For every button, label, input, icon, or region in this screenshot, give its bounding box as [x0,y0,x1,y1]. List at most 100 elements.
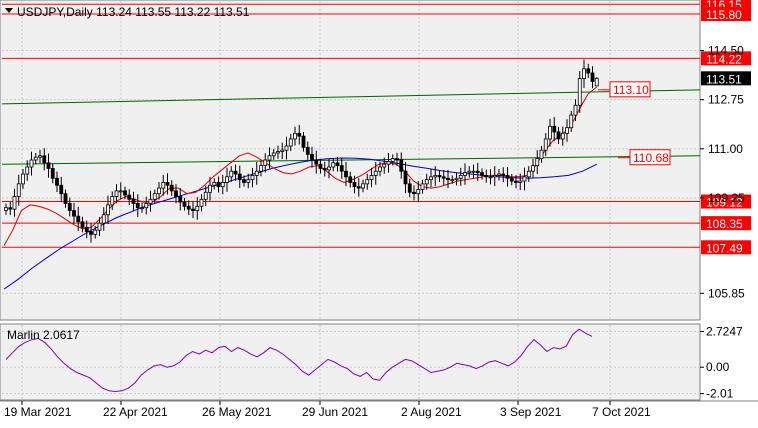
candle-body [72,210,76,217]
candles [4,59,599,243]
annotation-label: 113.10 [613,83,649,97]
price-tick-label: 111.00 [708,142,743,156]
annotation-label: 110.68 [633,151,669,165]
candle-body [250,175,255,181]
candle-body [450,179,455,182]
candle-body [288,138,293,147]
candle-body [97,222,102,231]
candle-body [361,183,365,189]
candle-body [560,132,565,140]
candle-body [433,175,438,178]
candle-body [463,172,467,176]
candle-body [407,183,412,193]
candle-body [127,194,132,200]
current-price-bg [701,71,751,86]
annotation-box [629,149,671,166]
level-label-bg [701,240,751,255]
candle-body [263,159,268,167]
candle-body [352,182,357,188]
candle-body [480,172,484,176]
candle-body [569,114,574,129]
candle-body [38,155,42,158]
candle-body [492,175,497,178]
candle-body [399,159,404,172]
indicator-line [5,328,593,393]
candle-body [446,177,450,181]
candle-body [123,190,127,196]
candle-body [229,170,234,178]
candle-body [344,170,348,178]
time-tick-label: 3 Sep 2021 [500,405,562,419]
candle-body [84,226,89,232]
candle-body [29,159,34,168]
candle-body [437,175,442,178]
candle-body [8,207,13,210]
time-axis: 19 Mar 2021 22 Apr 2021 26 May 2021 29 Jun … [0,400,758,419]
candle-body [327,166,331,171]
level-label-bg [701,216,751,231]
candle-body [535,158,540,167]
candle-body [429,176,433,181]
candle-body [543,138,548,151]
main-grid [2,1,700,319]
candle-body [471,170,476,173]
candle-body [412,191,416,195]
candle-body [106,204,110,216]
candle-body [395,158,399,161]
candle-body [552,125,557,133]
price-tick-label: 114.50 [708,44,744,58]
candle-body [33,156,38,161]
time-tick-label: 29 Jun 2021 [302,405,368,419]
candle-body [458,175,463,179]
candle-body [322,168,327,171]
time-tick-label: 19 Mar 2021 [4,405,72,419]
level-label: 109.12 [706,196,743,210]
candle-body [212,182,217,186]
candle-body [416,189,421,195]
candle-body [565,127,569,134]
candle-body [509,177,514,182]
level-label: 108.35 [706,217,743,231]
blue-moving-average [3,157,598,290]
candle-body [297,132,302,137]
candle-body [114,190,119,197]
chart-menu-arrow-icon[interactable] [5,8,13,13]
candle-body [67,203,72,211]
trendline [1,89,701,105]
candle-body [314,159,319,165]
candle-body [573,104,578,116]
candle-body [369,175,374,181]
candle-body [267,155,272,161]
candle-body [365,179,370,185]
level-label: 115.80 [706,8,742,22]
candle-body [335,162,340,167]
candle-body [199,198,204,207]
annotation-box [609,81,651,98]
candle-body [475,170,480,174]
candle-body [178,196,183,203]
candle-body [514,180,518,183]
candle-body [518,180,523,183]
candle-body [577,78,582,106]
symbol-header: USDJPY,Daily 113.24 113.55 113.22 113.51 [17,5,250,19]
candle-body [424,179,429,185]
candle-body [382,163,387,168]
candle-body [254,170,259,176]
time-tick-label: 22 Apr 2021 [103,405,168,419]
trendline [1,155,701,165]
candle-body [310,153,314,161]
candle-body [280,149,285,152]
candle-body [63,193,68,204]
candle-body [16,183,21,197]
candle-body [548,125,552,140]
candle-body [152,193,157,200]
level-label-bg [701,51,751,66]
candle-body [237,173,242,181]
candle-body [203,191,208,200]
candle-body [21,173,25,185]
candle-body [594,77,599,87]
level-label-bg [701,0,751,12]
price-tick-label: 112.75 [708,93,744,107]
candle-body [12,196,17,210]
